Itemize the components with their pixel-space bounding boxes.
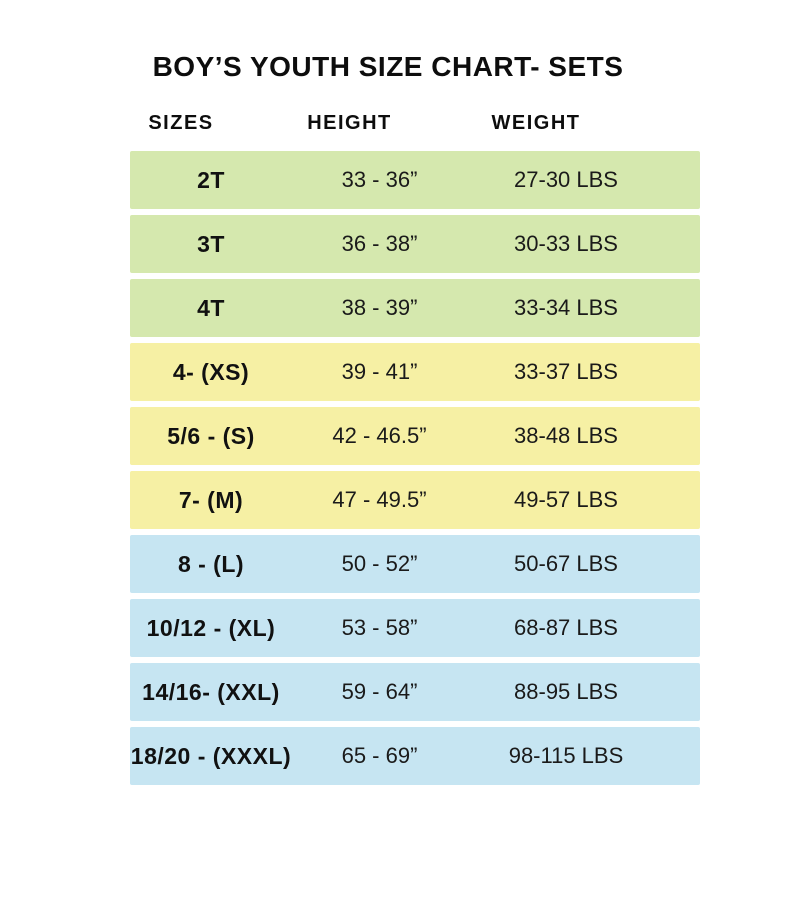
size-cell: 4T xyxy=(197,294,225,321)
height-cell: 50 - 52” xyxy=(341,551,418,576)
weight-cell: 27-30 LBS xyxy=(514,167,618,192)
column-header-sizes: SIZES xyxy=(148,112,214,134)
table-row: 4T 38 - 39” 33-34 LBS xyxy=(130,279,700,337)
size-cell: 14/16- (XXL) xyxy=(142,678,280,705)
size-cell: 4- (XS) xyxy=(172,358,250,385)
weight-cell: 88-95 LBS xyxy=(514,679,618,704)
size-cell: 3T xyxy=(197,230,225,257)
column-header-weight: WEIGHT xyxy=(491,112,581,134)
height-cell: 38 - 39” xyxy=(341,295,418,320)
table-row: 5/6 - (S) 42 - 46.5” 38-48 LBS xyxy=(130,407,700,465)
height-cell: 36 - 38” xyxy=(341,231,418,256)
height-cell: 39 - 41” xyxy=(341,359,418,384)
weight-cell: 98-115 LBS xyxy=(508,743,624,768)
weight-cell: 49-57 LBS xyxy=(514,487,618,512)
weight-cell: 33-34 LBS xyxy=(514,295,618,320)
table-row: 3T 36 - 38” 30-33 LBS xyxy=(130,215,700,273)
height-cell: 59 - 64” xyxy=(341,679,418,704)
height-cell: 47 - 49.5” xyxy=(332,487,427,512)
table-row: 18/20 - (XXXL) 65 - 69” 98-115 LBS xyxy=(130,727,700,785)
size-cell: 18/20 - (XXXL) xyxy=(130,742,292,769)
height-cell: 65 - 69” xyxy=(341,743,418,768)
weight-cell: 38-48 LBS xyxy=(514,423,618,448)
weight-cell: 50-67 LBS xyxy=(514,551,618,576)
height-cell: 42 - 46.5” xyxy=(332,423,427,448)
height-cell: 53 - 58” xyxy=(341,615,418,640)
size-cell: 2T xyxy=(197,166,225,193)
table-row: 2T 33 - 36” 27-30 LBS xyxy=(130,151,700,209)
table-row: 14/16- (XXL) 59 - 64” 88-95 LBS xyxy=(130,663,700,721)
size-cell: 7- (M) xyxy=(178,486,244,513)
weight-cell: 33-37 LBS xyxy=(514,359,618,384)
table-row: 4- (XS) 39 - 41” 33-37 LBS xyxy=(130,343,700,401)
table-row: 7- (M) 47 - 49.5” 49-57 LBS xyxy=(130,471,700,529)
size-chart-page: BOY’S YOUTH SIZE CHART- SETS SIZES HEIGH… xyxy=(0,53,800,785)
table-header-row: SIZES HEIGHT WEIGHT xyxy=(100,112,800,134)
table-row: 8 - (L) 50 - 52” 50-67 LBS xyxy=(130,535,700,593)
weight-cell: 68-87 LBS xyxy=(514,615,618,640)
size-cell: 10/12 - (XL) xyxy=(146,614,276,641)
table-row: 10/12 - (XL) 53 - 58” 68-87 LBS xyxy=(130,599,700,657)
size-table-body: 2T 33 - 36” 27-30 LBS 3T 36 - 38” 30-33 … xyxy=(130,151,700,785)
weight-cell: 30-33 LBS xyxy=(514,231,618,256)
size-cell: 8 - (L) xyxy=(177,550,245,577)
height-cell: 33 - 36” xyxy=(341,167,418,192)
size-cell: 5/6 - (S) xyxy=(167,422,255,449)
page-title: BOY’S YOUTH SIZE CHART- SETS xyxy=(152,51,624,82)
column-header-height: HEIGHT xyxy=(307,112,392,134)
